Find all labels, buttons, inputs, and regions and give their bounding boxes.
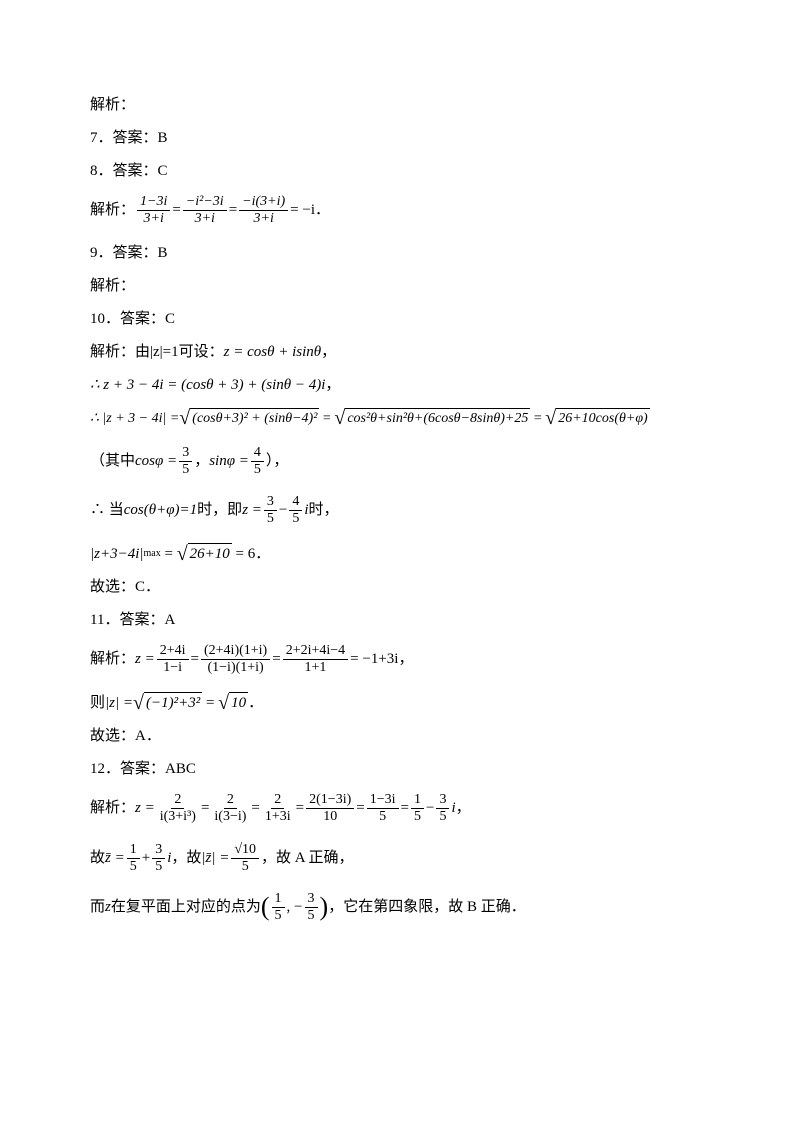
solution-10-line3: ∴ |z + 3 − 4i| = √(cosθ+3)² + (sinθ−4)² … [90, 408, 704, 429]
conclusion-11: 故选：A． [90, 726, 704, 747]
answer-7: 7．答案：B [90, 128, 704, 149]
solution-10-line5: ∴ 当 cos(θ+φ)=1 时，即 z = 35 − 45 i 时， [90, 494, 704, 527]
analysis-9: 解析： [90, 276, 704, 297]
solution-12-line1: 解析： z = 2i(3+i³) = 2i(3−i) = 21+3i = 2(1… [90, 792, 704, 825]
solution-12-line2: 故 z̄ = 15 + 35 i ，故 |z̄| = √105 ，故 A 正确， [90, 842, 704, 875]
solution-10-line2: ∴ z + 3 − 4i = (cosθ + 3) + (sinθ − 4)i， [90, 375, 704, 396]
solution-8: 解析： 1−3i3+i = −i²−3i3+i = −i(3+i)3+i = −… [90, 194, 704, 227]
answer-10: 10．答案：C [90, 309, 704, 330]
solution-11-line1: 解析： z = 2+4i1−i = (2+4i)(1+i)(1−i)(1+i) … [90, 643, 704, 676]
solution-12-line3: 而 z 在复平面上对应的点为 ( 15 , − 35 ) ，它在第四象限，故 B… [90, 891, 704, 924]
solution-10-line6: |z+3−4i|max = √26+10 = 6 ． [90, 543, 704, 565]
conclusion-10: 故选：C． [90, 577, 704, 598]
solution-10-line4: （其中 cosφ = 35 ， sinφ = 45 ）， [90, 445, 704, 478]
answer-11: 11．答案：A [90, 610, 704, 631]
answer-8: 8．答案：C [90, 161, 704, 182]
solution-10-line1: 解析：由 |z|=1 可设： z = cosθ + isinθ ， [90, 342, 704, 363]
answer-12: 12．答案：ABC [90, 759, 704, 780]
analysis-label: 解析： [90, 95, 704, 116]
answer-9: 9．答案：B [90, 243, 704, 264]
solution-11-line2: 则 |z| = √(−1)²+3² = √10 ． [90, 692, 704, 714]
